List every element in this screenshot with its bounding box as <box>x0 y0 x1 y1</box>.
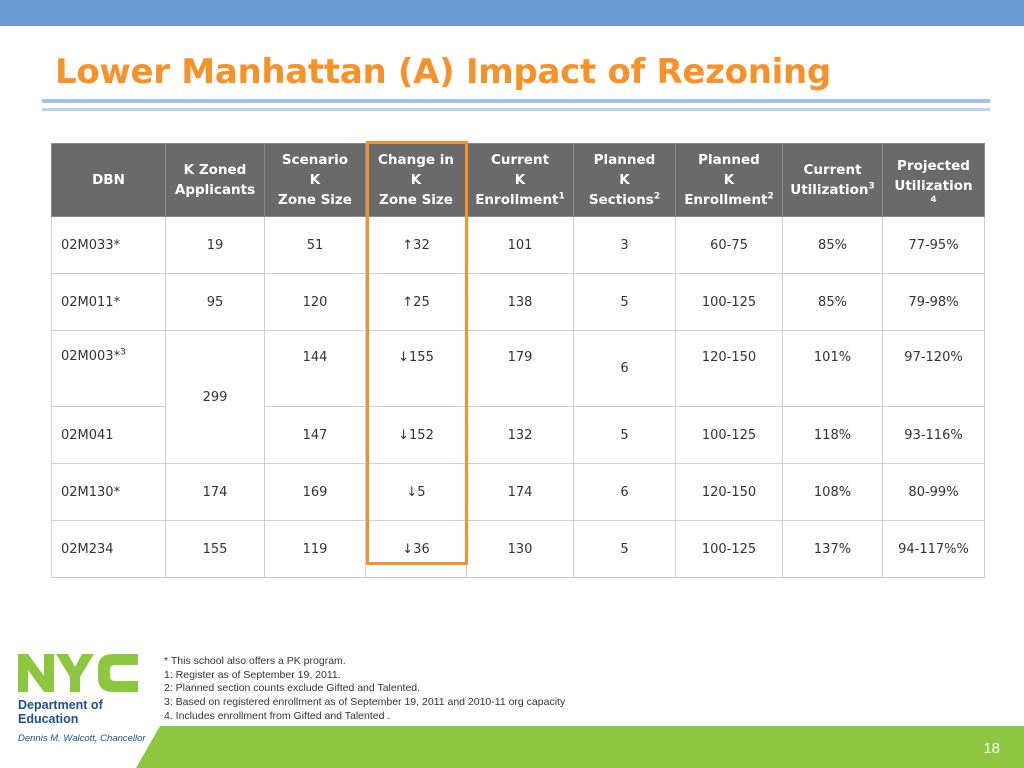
table-row: 02M003*3 299 144 ↓155 179 6 120-150 101%… <box>51 330 985 464</box>
cell-dbn: 02M003*3 <box>51 330 166 407</box>
footnote: 3: Based on registered enrollment as of … <box>164 696 566 709</box>
header-change-zone-size: Change in K Zone Size <box>365 143 467 217</box>
cell-planned-enrollment: 100-125 <box>675 273 783 331</box>
title-rule-thick <box>42 99 990 103</box>
cell-current-enrollment: 138 <box>466 273 574 331</box>
cell-projected-utilization: 77-95% <box>882 216 985 274</box>
cell-current-enrollment: 174 <box>466 463 574 521</box>
header-row: DBN K Zoned Applicants Scenario K Zone Size… <box>51 143 985 217</box>
cell-projected-utilization: 79-98% <box>882 273 985 331</box>
footnote: 4. Includes enrollment from Gifted and T… <box>164 709 391 722</box>
cell-dbn: 02M041 <box>51 406 166 464</box>
slide-title: Lower Manhattan (A) Impact of Rezoning <box>55 52 831 92</box>
cell-current-utilization: 101% <box>782 330 883 407</box>
cell-applicants: 155 <box>165 520 265 578</box>
header-current-utilization: Current Utilization3 <box>782 143 883 217</box>
cell-scenario: 51 <box>264 216 366 274</box>
cell-current-utilization: 137% <box>782 520 883 578</box>
cell-scenario: 120 <box>264 273 366 331</box>
cell-dbn: 02M033* <box>51 216 166 274</box>
cell-change: ↑32 <box>365 216 467 274</box>
cell-planned-sections: 6 <box>573 463 676 521</box>
cell-planned-enrollment: 120-150 <box>675 463 783 521</box>
cell-planned-enrollment: 100-125 <box>675 406 783 464</box>
cell-projected-utilization: 80-99% <box>882 463 985 521</box>
page-number: 18 <box>983 740 1000 757</box>
cell-current-utilization: 108% <box>782 463 883 521</box>
cell-dbn: 02M130* <box>51 463 166 521</box>
nyc-doe-logo: Department of Education <box>18 654 138 726</box>
cell-change: ↓152 <box>365 406 467 464</box>
cell-current-enrollment: 179 <box>466 330 574 407</box>
cell-planned-sections: 3 <box>573 216 676 274</box>
cell-current-utilization: 85% <box>782 273 883 331</box>
footnote: * This school also offers a PK program. <box>164 655 346 667</box>
cell-applicants: 95 <box>165 273 265 331</box>
cell-applicants: 174 <box>165 463 265 521</box>
cell-current-enrollment: 130 <box>466 520 574 578</box>
footnotes: * This school also offers a PK program. … <box>164 655 565 724</box>
header-scenario-zone-size: Scenario K Zone Size <box>264 143 366 217</box>
table-row: 02M033* 19 51 ↑32 101 3 60-75 85% 77-95% <box>51 216 985 274</box>
cell-dbn: 02M011* <box>51 273 166 331</box>
table-row: 02M011* 95 120 ↑25 138 5 100-125 85% 79-… <box>51 273 985 331</box>
cell-current-enrollment: 101 <box>466 216 574 274</box>
cell-projected-utilization: 93-116% <box>882 406 985 464</box>
footer-green-band <box>136 726 1024 768</box>
top-banner <box>0 0 1024 26</box>
cell-current-utilization: 85% <box>782 216 883 274</box>
header-dbn: DBN <box>51 143 166 217</box>
cell-projected-utilization: 97-120% <box>882 330 985 407</box>
table-row: 02M234 155 119 ↓36 130 5 100-125 137% 94… <box>51 520 985 578</box>
cell-scenario: 119 <box>264 520 366 578</box>
cell-change: ↓5 <box>365 463 467 521</box>
footnote: 2: Planned section counts exclude Gifted… <box>164 682 421 695</box>
cell-scenario: 169 <box>264 463 366 521</box>
cell-planned-sections: 5 <box>573 520 676 578</box>
cell-applicants: 19 <box>165 216 265 274</box>
cell-planned-sections: 5 <box>573 406 676 464</box>
cell-change: ↓155 <box>365 330 467 407</box>
cell-planned-enrollment: 60-75 <box>675 216 783 274</box>
cell-current-enrollment: 132 <box>466 406 574 464</box>
header-projected-utilization: Projected Utilization 4 <box>882 143 985 217</box>
cell-planned-enrollment: 120-150 <box>675 330 783 407</box>
footnote: 1: Register as of September 19, 2011. <box>164 668 341 681</box>
cell-current-utilization: 118% <box>782 406 883 464</box>
cell-projected-utilization: 94-117%% <box>882 520 985 578</box>
header-current-enrollment: Current K Enrollment1 <box>466 143 574 217</box>
table-row: 02M130* 174 169 ↓5 174 6 120-150 108% 80… <box>51 463 985 521</box>
cell-dbn: 02M234 <box>51 520 166 578</box>
cell-planned-sections: 5 <box>573 273 676 331</box>
cell-planned-sections: 6 <box>573 330 676 407</box>
logo-department-line: Department of <box>18 698 104 712</box>
logo-education-line: Education <box>18 712 78 726</box>
header-k-zoned-applicants: K Zoned Applicants <box>165 143 265 217</box>
cell-change: ↓36 <box>365 520 467 578</box>
cell-planned-enrollment: 100-125 <box>675 520 783 578</box>
cell-scenario: 144 <box>264 330 366 407</box>
title-rule-thin <box>42 108 990 111</box>
rezoning-impact-table: DBN K Zoned Applicants Scenario K Zone Size… <box>51 143 985 578</box>
chancellor-name: Dennis M. Walcott, Chancellor <box>18 733 146 744</box>
cell-change: ↑25 <box>365 273 467 331</box>
cell-applicants-merged: 299 <box>165 330 265 464</box>
header-planned-sections: Planned K Sections2 <box>573 143 676 217</box>
header-planned-enrollment: Planned K Enrollment2 <box>675 143 783 217</box>
cell-scenario: 147 <box>264 406 366 464</box>
